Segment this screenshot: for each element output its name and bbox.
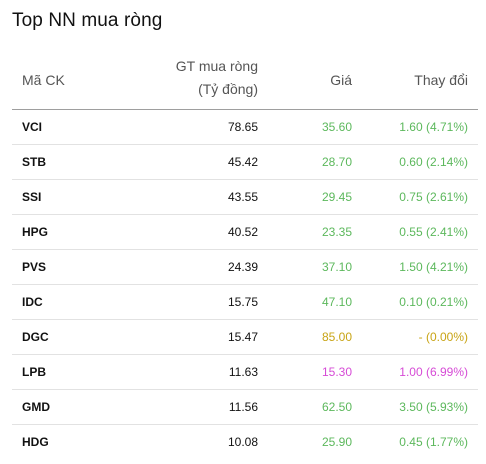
- widget-title: Top NN mua ròng: [12, 10, 163, 31]
- table-body: VCI 78.65 35.60 1.60 (4.71%) STB 45.42 28.70 0.…: [12, 110, 478, 459]
- net-buy-table: Mã CK GT mua ròng (Tỷ đồng) Giá Thay đổi…: [12, 52, 478, 459]
- column-header-net-buy-value: GT mua ròng (Tỷ đồng): [176, 55, 258, 101]
- column-header-net-buy-value-line1: GT mua ròng: [175, 58, 258, 74]
- net-buy-value: 78.65: [227, 120, 258, 134]
- stock-code[interactable]: STB: [22, 155, 46, 169]
- price-change: 1.50 (4.21%): [399, 260, 468, 274]
- table-header: Mã CK GT mua ròng (Tỷ đồng) Giá Thay đổi: [12, 52, 478, 110]
- price: 62.50: [321, 400, 352, 414]
- stock-code[interactable]: PVS: [22, 260, 47, 274]
- table-row[interactable]: PVS 24.39 37.10 1.50 (4.21%): [12, 250, 478, 285]
- table-row[interactable]: LPB 11.63 15.30 1.00 (6.99%): [12, 355, 478, 390]
- price: 29.45: [321, 190, 352, 204]
- price: 23.35: [321, 225, 352, 239]
- price-change: 0.45 (1.77%): [399, 435, 468, 449]
- table-row[interactable]: HPG 40.52 23.35 0.55 (2.41%): [12, 215, 478, 250]
- price-change: 3.50 (5.93%): [399, 400, 468, 414]
- column-header-price: Giá: [330, 72, 352, 88]
- price-change: 0.75 (2.61%): [399, 190, 468, 204]
- net-buy-value: 15.47: [227, 330, 258, 344]
- stock-code[interactable]: IDC: [22, 295, 43, 309]
- table-row[interactable]: HDG 10.08 25.90 0.45 (1.77%): [12, 425, 478, 459]
- net-buy-value: 11.63: [228, 365, 258, 379]
- price: 28.70: [321, 155, 352, 169]
- table-row[interactable]: GMD 11.56 62.50 3.50 (5.93%): [12, 390, 478, 425]
- stock-code[interactable]: DGC: [22, 330, 49, 344]
- table-row[interactable]: DGC 15.47 85.00 - (0.00%): [12, 320, 478, 355]
- price-change: 1.60 (4.71%): [399, 120, 468, 134]
- column-header-net-buy-value-line2: (Tỷ đồng): [198, 81, 258, 97]
- price: 25.90: [321, 435, 352, 449]
- price: 35.60: [321, 120, 352, 134]
- price: 37.10: [321, 260, 352, 274]
- price-change: 0.60 (2.14%): [399, 155, 468, 169]
- price: 47.10: [321, 295, 352, 309]
- price: 85.00: [321, 330, 352, 344]
- price: 15.30: [321, 365, 352, 379]
- price-change: 1.00 (6.99%): [399, 365, 468, 379]
- price-change: 0.55 (2.41%): [399, 225, 468, 239]
- price-change: - (0.00%): [418, 330, 468, 344]
- net-buy-value: 24.39: [227, 260, 258, 274]
- table-row[interactable]: SSI 43.55 29.45 0.75 (2.61%): [12, 180, 478, 215]
- net-buy-value: 15.75: [227, 295, 258, 309]
- net-buy-value: 45.42: [227, 155, 258, 169]
- stock-code[interactable]: HDG: [22, 435, 49, 449]
- table-row[interactable]: VCI 78.65 35.60 1.60 (4.71%): [12, 110, 478, 145]
- column-header-change: Thay đổi: [414, 72, 468, 88]
- price-change: 0.10 (0.21%): [399, 295, 468, 309]
- net-buy-value: 40.52: [227, 225, 258, 239]
- stock-code[interactable]: SSI: [22, 190, 42, 204]
- column-header-code: Mã CK: [22, 72, 65, 88]
- net-buy-value: 11.56: [228, 400, 258, 414]
- stock-code[interactable]: GMD: [22, 400, 50, 414]
- net-buy-value: 10.08: [227, 435, 258, 449]
- stock-code[interactable]: HPG: [22, 225, 49, 239]
- stock-code[interactable]: VCI: [22, 120, 43, 134]
- table-row[interactable]: STB 45.42 28.70 0.60 (2.14%): [12, 145, 478, 180]
- table-row[interactable]: IDC 15.75 47.10 0.10 (0.21%): [12, 285, 478, 320]
- net-buy-value: 43.55: [227, 190, 258, 204]
- stock-code[interactable]: LPB: [22, 365, 46, 379]
